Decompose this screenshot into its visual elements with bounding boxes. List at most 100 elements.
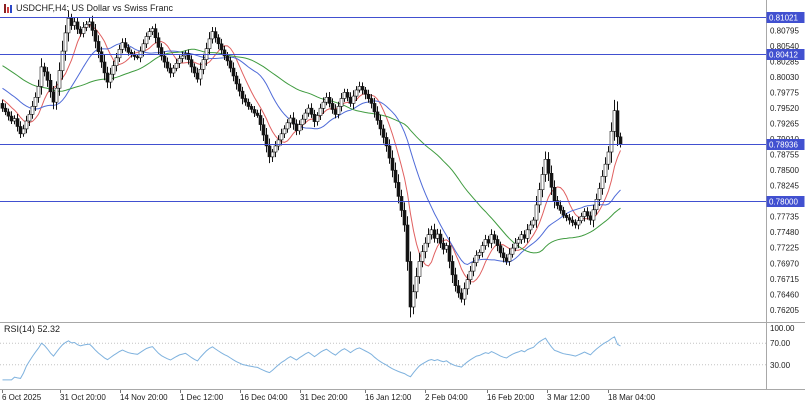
candle-body bbox=[15, 118, 20, 127]
candle-body bbox=[48, 80, 53, 93]
ma-line-fast bbox=[2, 24, 621, 283]
price-tick-label: 0.77480 bbox=[770, 228, 799, 237]
candle-body bbox=[93, 30, 98, 42]
candle-body bbox=[246, 101, 251, 107]
candle-body bbox=[189, 59, 194, 68]
candle-body bbox=[57, 70, 62, 89]
candle-body bbox=[309, 107, 314, 115]
candle-body bbox=[60, 50, 65, 71]
candle-body bbox=[102, 61, 107, 74]
candle-body bbox=[579, 216, 584, 221]
candle-body bbox=[294, 123, 299, 131]
candle-body bbox=[375, 111, 380, 121]
candle-body bbox=[168, 67, 173, 74]
price-tick-label: 0.80795 bbox=[770, 27, 799, 36]
candle-body bbox=[372, 103, 377, 113]
candle-body bbox=[585, 211, 590, 217]
candle-body bbox=[360, 86, 365, 91]
price-tick-label: 0.79775 bbox=[770, 89, 799, 98]
candle-body bbox=[171, 67, 176, 74]
candle-body bbox=[81, 27, 86, 34]
candle-body bbox=[108, 73, 113, 83]
candle-body bbox=[228, 60, 233, 69]
candle-body bbox=[201, 59, 206, 70]
candle-body bbox=[144, 36, 149, 45]
candle-body bbox=[615, 110, 620, 138]
candle-body bbox=[600, 176, 605, 189]
candle-body bbox=[240, 90, 245, 99]
price-line-badge bbox=[766, 196, 805, 207]
candle-body bbox=[267, 145, 272, 158]
candle-body bbox=[573, 222, 578, 226]
candle-body bbox=[351, 95, 356, 104]
candle-body bbox=[105, 72, 110, 83]
candle-body bbox=[357, 86, 362, 91]
candle-body bbox=[192, 66, 197, 74]
candle-body bbox=[273, 145, 278, 153]
candle-body bbox=[540, 174, 545, 190]
candle-body bbox=[510, 247, 515, 255]
price-tick-label: 0.76205 bbox=[770, 306, 799, 315]
price-line-badge bbox=[766, 139, 805, 150]
candle-body bbox=[111, 65, 116, 75]
candle-body bbox=[153, 28, 158, 39]
candle-body bbox=[150, 28, 155, 32]
candle-body bbox=[159, 47, 164, 57]
candle-body bbox=[237, 83, 242, 92]
candle-body bbox=[99, 51, 104, 63]
price-line-badge bbox=[766, 12, 805, 23]
candle-body bbox=[315, 115, 320, 122]
rsi-level-label: 100.00 bbox=[770, 324, 795, 333]
candle-body bbox=[327, 97, 332, 104]
candle-body bbox=[363, 89, 368, 95]
candle-body bbox=[528, 224, 533, 231]
candle-body bbox=[123, 42, 128, 48]
price-badge-label: 0.81021 bbox=[769, 14, 798, 23]
candle-body bbox=[594, 199, 599, 210]
candle-body bbox=[531, 219, 536, 226]
candle-body bbox=[420, 251, 425, 262]
candle-body bbox=[606, 151, 611, 165]
candle-body bbox=[264, 134, 269, 147]
candle-body bbox=[462, 288, 467, 300]
candle-body bbox=[519, 234, 524, 240]
candle-body bbox=[75, 21, 80, 30]
candle-body bbox=[495, 239, 500, 246]
candle-body bbox=[249, 106, 254, 110]
candle-body bbox=[345, 92, 350, 98]
price-tick-label: 0.76715 bbox=[770, 275, 799, 284]
candle-body bbox=[492, 234, 497, 240]
candle-body bbox=[408, 261, 413, 308]
candle-body bbox=[303, 112, 308, 120]
candle-body bbox=[141, 43, 146, 52]
time-tick-label: 16 Jan 12:00 bbox=[365, 393, 412, 402]
candle-body bbox=[618, 136, 623, 145]
candle-body bbox=[354, 89, 359, 97]
candle-body bbox=[396, 182, 401, 197]
candle-body bbox=[381, 128, 386, 138]
rsi-level-label: 30.00 bbox=[770, 361, 791, 370]
candle-body bbox=[489, 234, 494, 244]
candle-body bbox=[612, 110, 617, 132]
candle-body bbox=[567, 217, 572, 221]
candle-body bbox=[564, 214, 569, 218]
candle-body bbox=[42, 66, 47, 73]
candle-body bbox=[27, 114, 32, 122]
candle-body bbox=[597, 188, 602, 200]
candle-body bbox=[63, 32, 68, 52]
candle-body bbox=[114, 57, 119, 66]
candle-body bbox=[393, 169, 398, 183]
rsi-level-label: 70.00 bbox=[770, 339, 791, 348]
candle-body bbox=[156, 37, 161, 48]
candle-body bbox=[390, 157, 395, 171]
time-tick-label: 18 Mar 04:00 bbox=[608, 393, 656, 402]
price-tick-label: 0.80540 bbox=[770, 42, 799, 51]
candle-body bbox=[285, 122, 290, 130]
candle-body bbox=[174, 62, 179, 69]
candle-body bbox=[441, 242, 446, 250]
candle-body bbox=[261, 124, 266, 136]
candle-body bbox=[522, 234, 527, 239]
candle-body bbox=[12, 118, 17, 122]
